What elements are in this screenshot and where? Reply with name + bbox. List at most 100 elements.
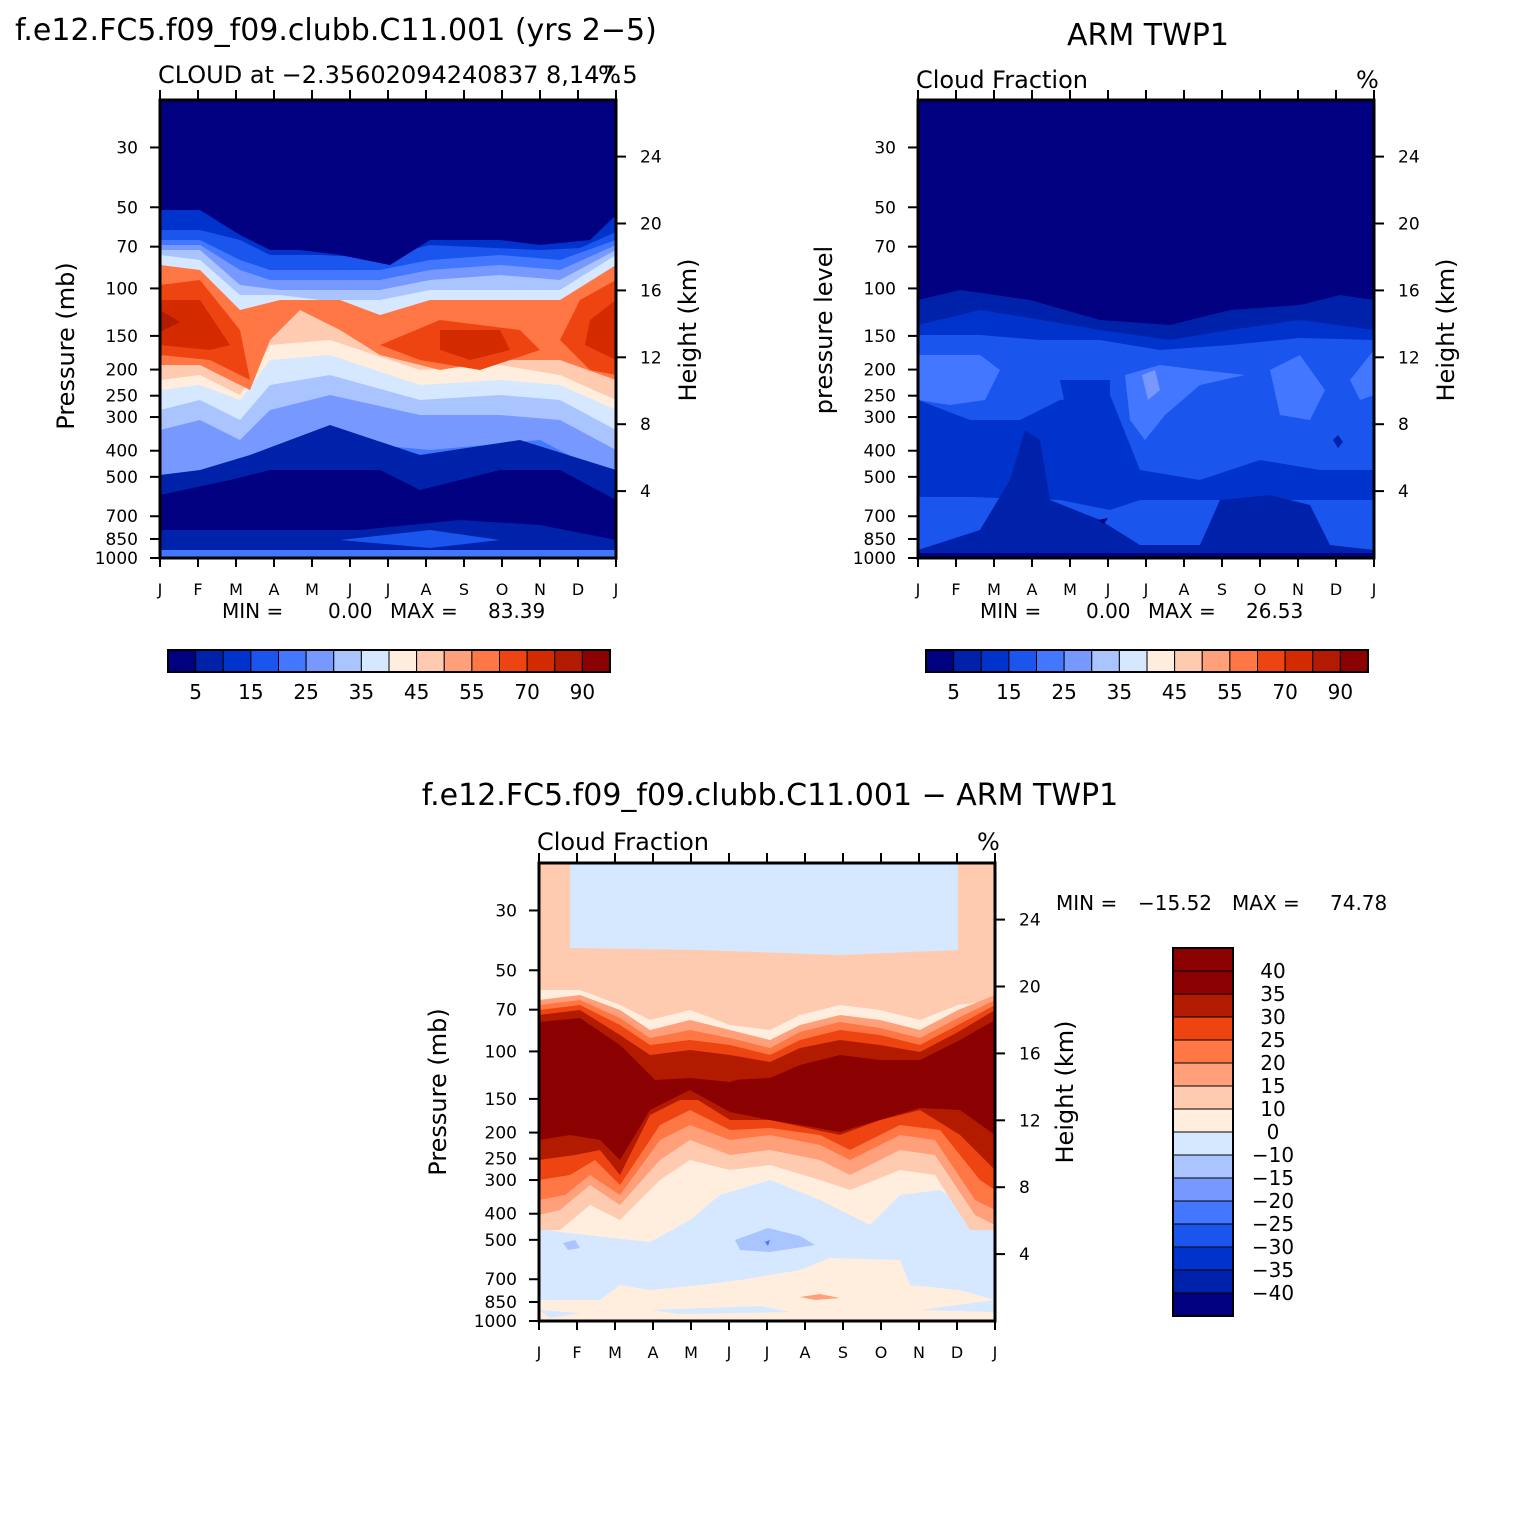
y-tick-label: 50 (495, 961, 517, 981)
y-tick-label: 200 (106, 361, 138, 381)
y-tick-label: 300 (864, 408, 896, 428)
panel-diff-ylabel-right: Height (km) (1051, 1021, 1079, 1164)
x-tick-label: N (1292, 580, 1304, 599)
x-tick-label: A (800, 1343, 811, 1362)
panel-model-units: % (598, 61, 621, 89)
colorbar-swatch (1172, 1085, 1234, 1110)
y-tick-label: 400 (485, 1205, 517, 1225)
colorbar-swatch (305, 649, 335, 673)
colorbar-swatch (471, 649, 500, 673)
x-tick-label: O (496, 580, 509, 599)
colorbar-swatch (1118, 649, 1148, 673)
x-tick-label: A (648, 1343, 659, 1362)
contour-region (1060, 380, 1110, 440)
colorbar-swatch (333, 649, 362, 673)
colorbar-swatch (526, 649, 556, 673)
colorbar-label: 70 (1272, 680, 1297, 704)
colorbar-label: 15 (996, 680, 1021, 704)
y-right-tick-label: 20 (1398, 215, 1420, 235)
colorbar-swatch (1172, 1062, 1234, 1087)
panel-model-suptitle: f.e12.FC5.f09_f09.clubb.C11.001 (yrs 2−5… (15, 13, 657, 48)
contour-region (160, 100, 616, 265)
colorbar-swatch (1172, 1200, 1234, 1225)
x-tick-label: J (157, 580, 163, 599)
y-tick-label: 700 (485, 1270, 517, 1290)
colorbar-label: −20 (1252, 1189, 1294, 1213)
y-tick-label: 100 (864, 279, 896, 299)
colorbar-swatch (980, 649, 1010, 673)
y-right-tick-label: 4 (640, 482, 651, 502)
y-tick-label: 300 (106, 408, 138, 428)
y-tick-label: 150 (485, 1090, 517, 1110)
y-tick-label: 30 (874, 138, 896, 158)
y-tick-label: 70 (116, 238, 138, 258)
colorbar-swatch (554, 649, 583, 673)
y-tick-label: 400 (106, 442, 138, 462)
colorbar-swatch (1201, 649, 1231, 673)
y-tick-label: 30 (495, 901, 517, 921)
colorbar-label: 70 (514, 680, 539, 704)
panel-model-min-value: 0.00 (328, 599, 373, 623)
colorbar-label: 0 (1267, 1120, 1280, 1144)
contour-region (918, 355, 1000, 405)
x-tick-label: N (534, 580, 546, 599)
panel-diff-min-label: MIN = (1056, 891, 1117, 915)
contour-region (563, 1240, 580, 1250)
colorbar-swatch (388, 649, 418, 673)
y-right-tick-label: 24 (640, 148, 662, 168)
colorbar-swatch (195, 649, 224, 673)
y-tick-label: 250 (864, 387, 896, 407)
x-tick-label: J (1143, 580, 1149, 599)
panel-model-ylabel-right: Height (km) (674, 259, 702, 402)
y-right-tick-label: 16 (1019, 1044, 1041, 1064)
x-tick-label: J (536, 1343, 542, 1362)
y-tick-label: 150 (106, 327, 138, 347)
x-tick-label: J (1105, 580, 1111, 599)
colorbar-swatch (1172, 1016, 1234, 1041)
x-tick-label: O (1254, 580, 1267, 599)
panel-diff-units: % (977, 828, 1000, 856)
x-tick-label: D (1330, 580, 1342, 599)
colorbar-label: −10 (1252, 1143, 1294, 1167)
y-tick-label: 250 (485, 1150, 517, 1170)
contour-region (1142, 370, 1160, 400)
panel-diff-ylabel: Pressure (mb) (424, 1008, 452, 1175)
colorbar-swatch (1063, 649, 1093, 673)
contour-region (765, 1240, 770, 1246)
y-tick-label: 850 (485, 1293, 517, 1313)
colorbar-swatch (1036, 649, 1065, 673)
y-right-tick-label: 8 (640, 415, 651, 435)
colorbar-label: −25 (1252, 1212, 1294, 1236)
x-tick-label: M (608, 1343, 622, 1362)
panel-diff: f.e12.FC5.f09_f09.clubb.C11.001 − ARM TW… (422, 778, 1387, 1323)
colorbar-swatch (1172, 947, 1234, 972)
y-tick-label: 200 (864, 361, 896, 381)
contour-region (1350, 350, 1374, 400)
colorbar-swatch (1091, 649, 1120, 673)
y-tick-label: 1000 (474, 1312, 517, 1332)
colorbar-swatch (581, 649, 611, 673)
contour-region (918, 100, 1374, 325)
x-tick-label: J (726, 1343, 732, 1362)
y-tick-label: 850 (106, 530, 138, 550)
y-tick-label: 70 (495, 1001, 517, 1021)
contour-region (570, 863, 958, 955)
y-tick-label: 500 (106, 468, 138, 488)
y-right-tick-label: 12 (1019, 1111, 1041, 1131)
colorbar-swatch (1172, 970, 1234, 995)
y-tick-label: 200 (485, 1124, 517, 1144)
x-tick-label: J (1371, 580, 1377, 599)
panel-obs-min-value: 0.00 (1086, 599, 1131, 623)
y-right-tick-label: 16 (1398, 281, 1420, 301)
x-tick-label: A (421, 580, 432, 599)
y-right-tick-label: 20 (640, 215, 662, 235)
y-tick-label: 1000 (853, 549, 896, 569)
generated-axes-and-colorbars: J F M A M J J A S O N D J305070100150200250300400500… (95, 90, 1420, 1362)
y-tick-label: 500 (485, 1231, 517, 1251)
x-tick-label: J (385, 580, 391, 599)
panel-obs-units: % (1356, 66, 1379, 94)
y-tick-label: 1000 (95, 549, 138, 569)
colorbar-swatch (250, 649, 279, 673)
colorbar-swatch (1172, 1292, 1234, 1317)
